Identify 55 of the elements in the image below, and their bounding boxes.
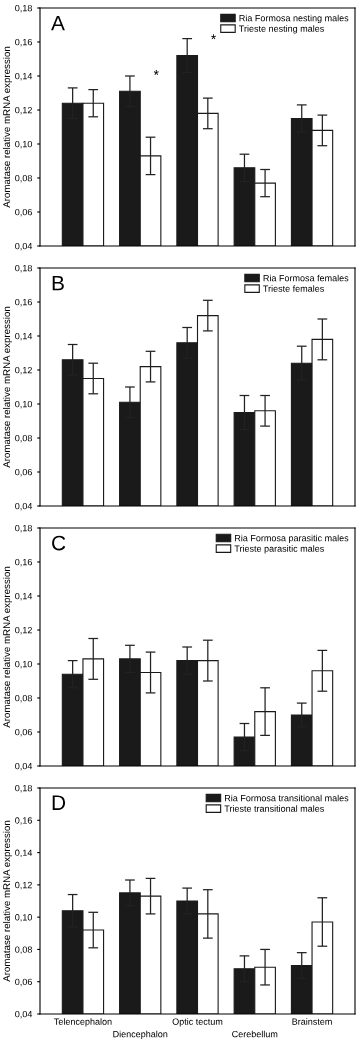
chart-title: B (52, 275, 64, 291)
chart-title: A (51, 15, 65, 31)
legend-label: Trieste parasitic males (234, 545, 324, 554)
y-tick-label: 0,16 (15, 817, 32, 825)
legend-label: Ria Formosa females (263, 274, 349, 282)
y-tick-label: 0,12 (15, 366, 32, 375)
chart-title: C (52, 535, 66, 551)
y-tick-label: 0,12 (15, 626, 32, 635)
y-tick-label: 0,14 (15, 592, 33, 601)
y-tick-label: 0,04 (15, 502, 33, 511)
y-tick-label: 0,16 (15, 38, 32, 47)
y-tick-label: 0,10 (15, 660, 33, 669)
annotation: * (211, 34, 217, 40)
y-tick-label: 0,14 (15, 332, 33, 341)
y-axis-title: Aromatase relative mRNA expression (2, 306, 13, 468)
legend-label: Ria Formosa parasitic males (235, 534, 349, 544)
y-tick-label: 0,08 (15, 434, 32, 443)
y-tick-label: 0,14 (15, 849, 33, 857)
y-tick-label: 0,06 (15, 728, 32, 737)
y-tick-label: 0,18 (15, 784, 32, 793)
y-axis-title: Aromatase relative mRNA expression (2, 46, 13, 208)
y-tick-label: 0,18 (15, 524, 32, 533)
x-tick-label: Telencephalon (54, 1018, 112, 1027)
y-tick-label: 0,12 (15, 881, 32, 890)
y-tick-label: 0,14 (15, 72, 33, 81)
y-tick-label: 0,04 (15, 242, 33, 251)
y-tick-label: 0,04 (15, 762, 33, 771)
y-tick-label: 0,04 (15, 1010, 33, 1019)
legend-label: Trieste nesting males (239, 25, 324, 34)
x-tick-label: Brainstem (292, 1018, 332, 1025)
x-tick-label: Diencephalon (113, 1030, 168, 1040)
y-tick-label: 0,10 (15, 400, 33, 409)
y-tick-label: 0,10 (15, 140, 33, 149)
y-axis-title: Aromatase relative mRNA expression (2, 566, 13, 728)
y-tick-label: 0,06 (15, 208, 32, 217)
legend-label: Trieste transitional males (224, 805, 324, 812)
y-tick-label: 0,08 (15, 946, 32, 954)
y-tick-label: 0,06 (15, 468, 32, 477)
y-tick-label: 0,08 (15, 694, 32, 703)
y-tick-label: 0,16 (15, 558, 32, 567)
y-tick-label: 0,18 (15, 264, 32, 273)
y-tick-label: 0,10 (15, 914, 33, 922)
annotation: * (153, 70, 159, 75)
legend-label: Ria Formosa transitional males (225, 794, 349, 802)
x-tick-label: Optic tectum (172, 1018, 223, 1027)
legend-label: Trieste females (263, 285, 324, 292)
chart-title: D (52, 795, 66, 810)
y-tick-label: 0,06 (15, 978, 32, 987)
y-axis-title: Aromatase relative mRNA expression (2, 820, 13, 982)
x-tick-label: Cerebellum (232, 1030, 278, 1038)
y-tick-label: 0,08 (15, 174, 32, 183)
legend-label: Ria Formosa nesting males (239, 14, 349, 24)
y-tick-label: 0,16 (15, 298, 32, 307)
y-tick-label: 0,12 (15, 106, 32, 115)
y-tick-label: 0,18 (15, 4, 32, 13)
